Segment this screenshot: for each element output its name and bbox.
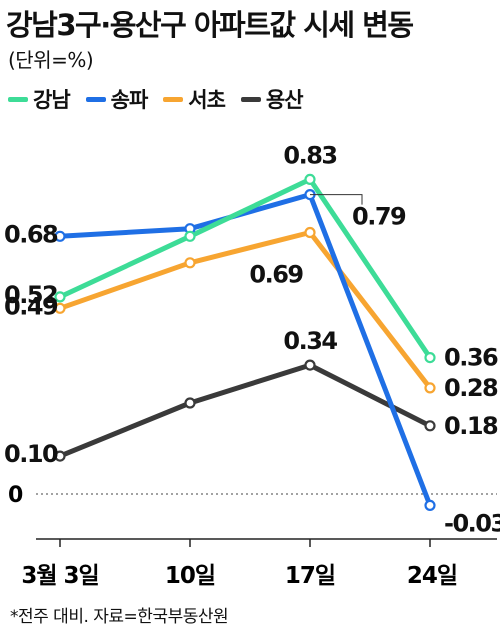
x-tick-label: 24일 xyxy=(407,563,457,589)
data-point xyxy=(54,291,66,303)
data-point xyxy=(304,359,316,371)
legend-item: 송파 xyxy=(85,84,149,114)
series-line-강남 xyxy=(57,176,433,361)
x-tick-label: 10일 xyxy=(165,563,215,589)
data-label: 0.79 xyxy=(352,203,406,231)
legend: 강남 송파 서초 용산 xyxy=(8,84,304,114)
data-point xyxy=(304,173,316,185)
data-label: 0.49 xyxy=(4,292,58,320)
legend-label: 강남 xyxy=(33,88,71,112)
x-tick-label: 17일 xyxy=(285,563,335,589)
data-label: 0.36 xyxy=(444,344,498,372)
legend-item: 서초 xyxy=(163,84,226,114)
data-label: 0.10 xyxy=(4,440,58,468)
legend-swatch xyxy=(8,96,28,102)
data-point xyxy=(424,499,436,511)
data-point xyxy=(184,397,196,409)
data-label: 0.69 xyxy=(249,261,303,289)
data-label: 0.34 xyxy=(283,327,337,355)
data-point xyxy=(424,352,436,364)
data-label: 0.28 xyxy=(444,374,498,402)
unit-label: (단위=%) xyxy=(8,48,94,72)
legend-swatch xyxy=(85,96,106,102)
legend-item: 강남 xyxy=(8,84,71,114)
data-label: 0.52 xyxy=(4,281,57,309)
legend-item: 용산 xyxy=(240,84,304,114)
legend-label: 서초 xyxy=(188,88,226,112)
data-point xyxy=(184,230,196,242)
legend-swatch xyxy=(240,96,261,102)
source-note: *전주 대비. 자료=한국부동산원 xyxy=(10,607,229,627)
data-point xyxy=(304,226,316,239)
legend-label: 용산 xyxy=(265,88,304,112)
data-point xyxy=(424,420,436,432)
data-point xyxy=(424,382,436,394)
x-tick-label: 3월 3일 xyxy=(21,563,98,589)
legend-swatch xyxy=(163,96,184,102)
legend-label: 송파 xyxy=(110,88,149,112)
data-label: 0.68 xyxy=(4,220,58,248)
data-point xyxy=(54,302,66,314)
data-label: 0.18 xyxy=(444,412,498,440)
leader-line xyxy=(310,194,363,205)
data-point xyxy=(54,450,66,462)
data-point xyxy=(54,230,66,242)
data-label: 0.83 xyxy=(283,141,336,169)
chart-title: 강남3구·용산구 아파트값 시세 변동 xyxy=(6,8,414,42)
data-point xyxy=(184,257,196,269)
zero-label: 0 xyxy=(8,483,23,508)
data-label: -0.03 xyxy=(444,509,500,537)
series-line-서초 xyxy=(57,230,433,391)
series-line-송파 xyxy=(57,192,433,508)
series-line-용산 xyxy=(57,362,433,459)
